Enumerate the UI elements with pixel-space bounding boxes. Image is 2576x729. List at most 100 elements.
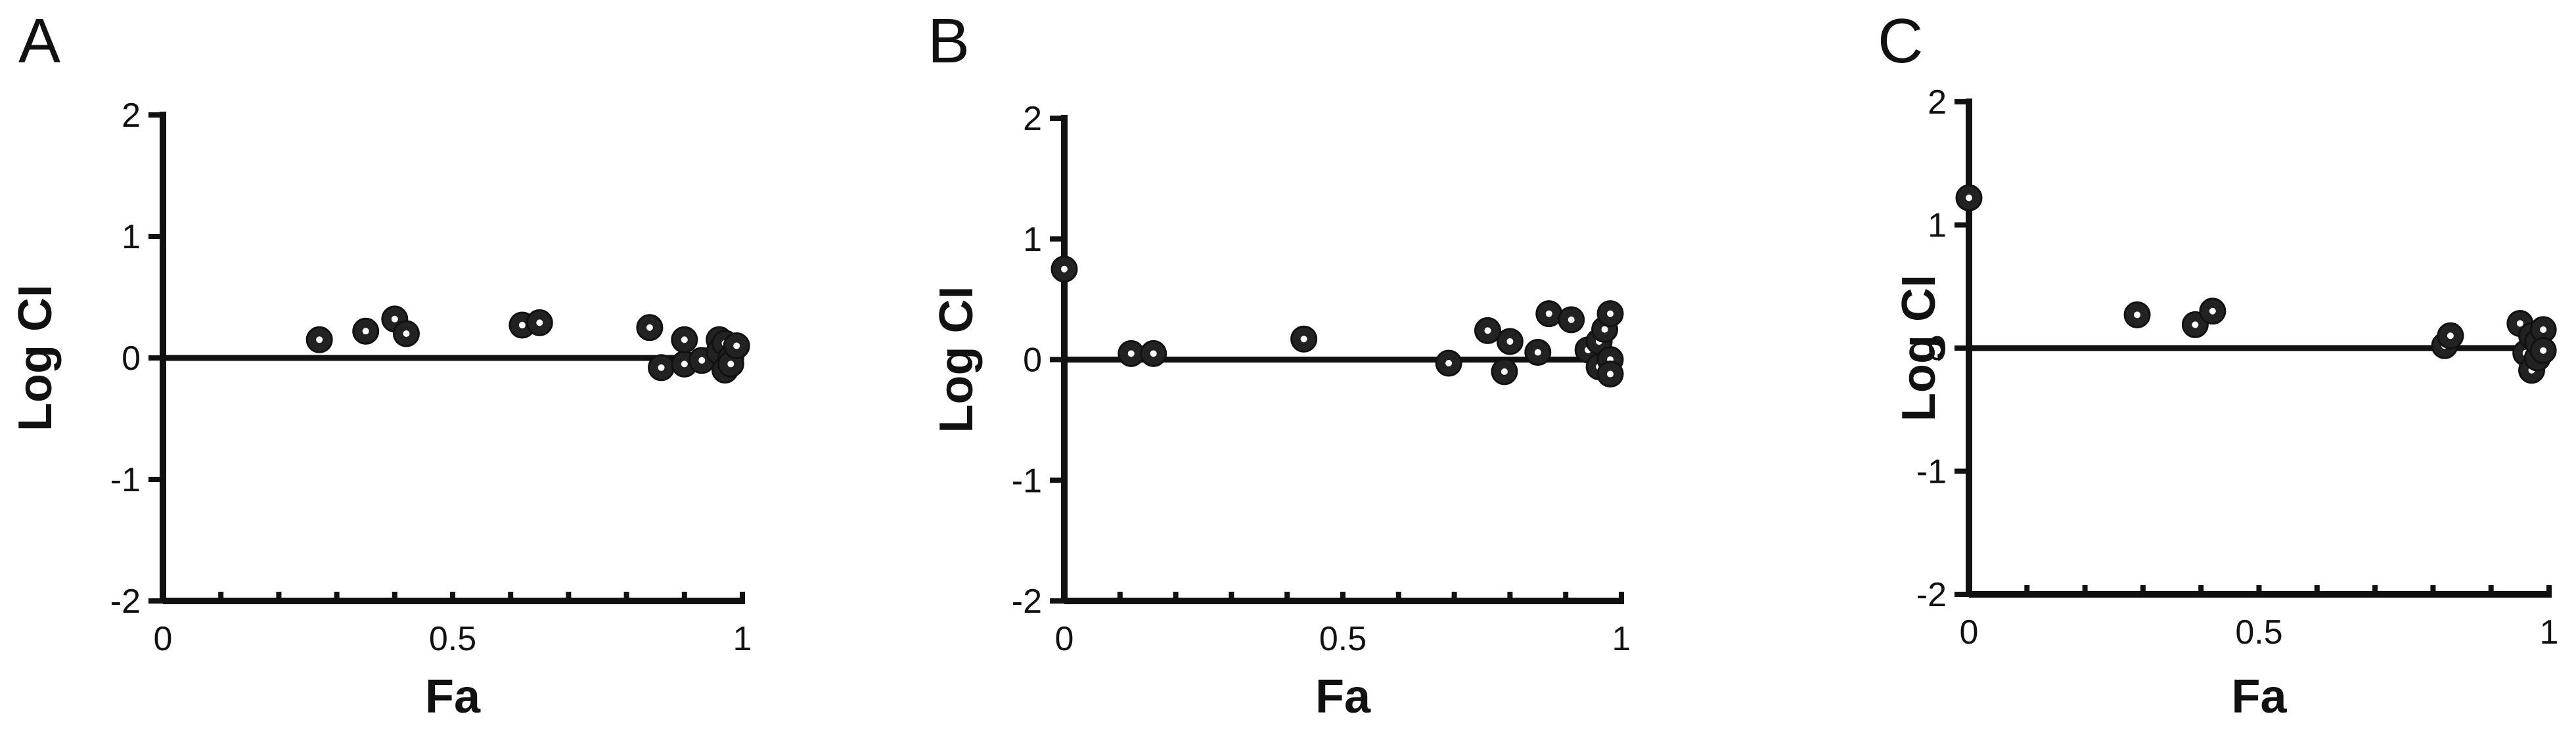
panel-label: B — [928, 6, 970, 76]
x-tick-label: 1 — [1612, 620, 1631, 658]
data-point — [2123, 301, 2151, 328]
data-point — [352, 317, 380, 345]
x-axis-title: Fa — [425, 671, 481, 723]
data-point-center — [1127, 350, 1135, 357]
y-tick-label: 0 — [122, 340, 141, 378]
data-point-center — [1445, 360, 1453, 367]
data-point-center — [1501, 368, 1508, 375]
panel-c: C -2 -1 0 1 2 0 0.5 1 Fa Log CI — [1878, 6, 2558, 723]
chart-panels: A -2 -1 0 1 2 0 0.5 1 Fa Log CI B -2 -1 0 1 2 0 0.5 1 Fa Log … — [9, 6, 2558, 723]
data-point-center — [2447, 332, 2454, 340]
x-axis-title: Fa — [2231, 671, 2287, 723]
data-point — [1558, 306, 1585, 334]
data-point — [1535, 300, 1563, 328]
data-point — [1491, 358, 1518, 386]
data-point — [671, 326, 698, 353]
data-point-center — [2540, 347, 2547, 354]
data-point — [1596, 361, 1624, 388]
data-point-center — [2540, 326, 2547, 333]
data-point — [1496, 328, 1524, 355]
data-point-center — [1061, 265, 1068, 273]
data-point-center — [681, 361, 688, 368]
data-point-center — [316, 336, 323, 343]
y-tick-label: -1 — [1012, 462, 1042, 500]
x-tick-label: 0 — [1960, 613, 1979, 652]
data-point-center — [646, 324, 653, 331]
data-point — [1474, 317, 1501, 344]
data-point-center — [1966, 194, 1972, 202]
x-tick-label: 1 — [733, 620, 752, 658]
y-axis-title: Log CI — [930, 286, 983, 433]
data-point-center — [536, 319, 543, 326]
data-point-center — [518, 322, 526, 329]
x-tick-label: 0 — [1055, 620, 1074, 658]
y-tick-label: 1 — [1928, 207, 1947, 245]
data-point-center — [1601, 326, 1608, 333]
panel-label: A — [18, 6, 60, 76]
data-point-center — [1150, 350, 1157, 357]
data-point — [1955, 184, 1983, 211]
data-point-center — [698, 357, 706, 364]
data-point-center — [1607, 310, 1614, 317]
panel-a: A -2 -1 0 1 2 0 0.5 1 Fa Log CI — [9, 6, 752, 723]
data-point-center — [2209, 307, 2216, 315]
data-point — [1524, 338, 1552, 366]
y-tick-label: 2 — [1023, 100, 1042, 138]
data-point-center — [2192, 321, 2199, 328]
x-tick-label: 0.5 — [429, 620, 476, 658]
x-tick-label: 1 — [2540, 613, 2559, 652]
data-point-center — [1545, 310, 1552, 317]
x-tick-label: 0 — [154, 620, 173, 658]
data-point — [392, 320, 420, 347]
data-point — [1051, 255, 1078, 283]
data-point — [2529, 337, 2557, 364]
panel-b: B -2 -1 0 1 2 0 0.5 1 Fa Log CI — [928, 6, 1631, 723]
data-point — [2437, 322, 2464, 349]
data-point-center — [1534, 349, 1541, 356]
data-point — [1290, 325, 1318, 353]
data-point-center — [362, 328, 369, 335]
data-point — [305, 326, 333, 353]
data-point-center — [1300, 336, 1307, 343]
y-tick-label: -1 — [1916, 453, 1947, 491]
y-axis-title: Log CI — [1893, 275, 1945, 422]
x-tick-label: 0.5 — [1319, 620, 1367, 658]
y-tick-label: -1 — [110, 461, 141, 499]
y-tick-label: 0 — [1023, 342, 1042, 380]
data-point-center — [658, 364, 665, 371]
data-point-center — [1568, 316, 1575, 323]
data-point-center — [727, 361, 734, 368]
data-point-center — [1607, 370, 1614, 378]
data-point-center — [1506, 338, 1514, 345]
data-point-center — [1484, 327, 1491, 334]
data-point-center — [403, 330, 410, 337]
data-point — [2199, 298, 2226, 325]
data-point — [1435, 349, 1462, 377]
data-point-center — [733, 342, 740, 349]
y-tick-label: 2 — [122, 97, 141, 135]
data-point-center — [681, 336, 688, 343]
y-tick-label: -2 — [1916, 576, 1947, 614]
data-point — [526, 309, 553, 336]
y-tick-label: 0 — [1928, 330, 1947, 368]
data-point — [636, 314, 664, 342]
data-point-center — [2134, 311, 2141, 319]
data-point — [1596, 300, 1624, 328]
data-point-center — [2516, 320, 2523, 327]
panel-label: C — [1878, 6, 1923, 76]
y-tick-label: 1 — [122, 218, 141, 256]
data-point — [1118, 340, 1145, 367]
data-point-center — [391, 315, 398, 322]
data-point — [1140, 340, 1167, 367]
data-point — [2529, 316, 2557, 343]
y-tick-label: -2 — [110, 583, 141, 621]
y-axis-title: Log CI — [9, 284, 62, 431]
x-axis-title: Fa — [1315, 671, 1371, 723]
x-tick-label: 0.5 — [2235, 613, 2282, 652]
y-tick-label: 1 — [1023, 221, 1042, 259]
data-point — [723, 332, 750, 359]
y-tick-label: 2 — [1928, 83, 1947, 121]
y-tick-label: -2 — [1012, 583, 1042, 621]
data-point — [648, 354, 675, 382]
